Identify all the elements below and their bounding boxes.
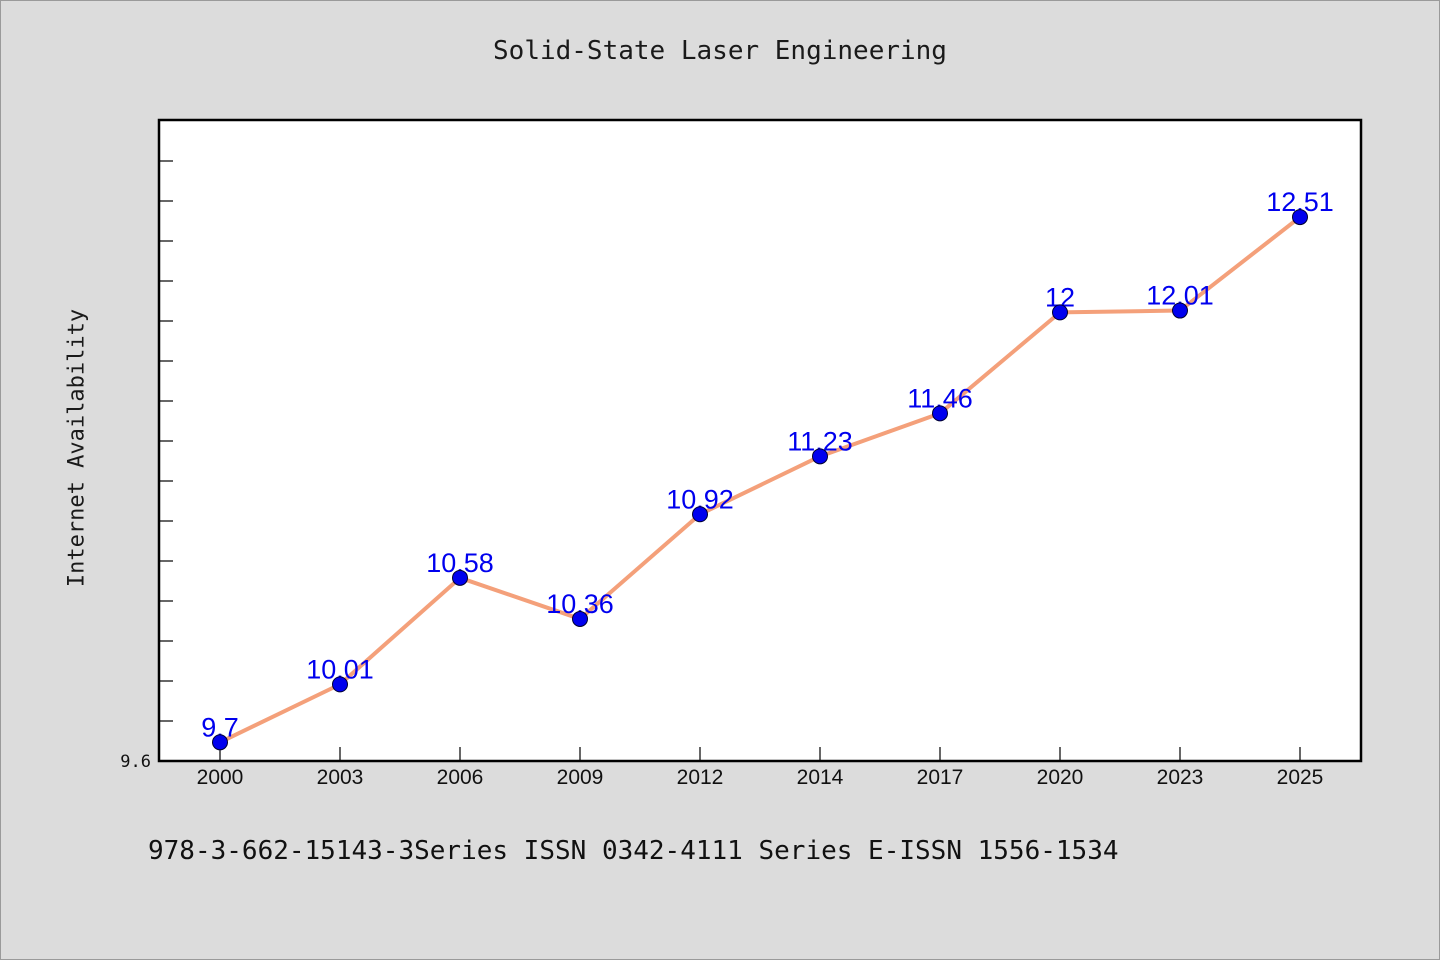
x-tick-label: 2023	[1157, 766, 1204, 789]
x-tick-label: 2014	[797, 766, 844, 789]
y-tick-label: 9.6	[120, 752, 151, 772]
x-tick-label: 2017	[917, 766, 964, 789]
data-point	[452, 569, 468, 586]
data-point	[332, 676, 348, 693]
data-point	[572, 610, 588, 627]
data-point	[212, 734, 228, 751]
footer-text: 978-3-662-15143-3Series ISSN 0342-4111 S…	[148, 836, 1119, 866]
x-tick-label: 2025	[1277, 766, 1324, 789]
data-point	[1292, 209, 1308, 226]
series-line	[219, 215, 1302, 745]
x-tick-label: 2000	[197, 766, 244, 789]
x-tick-label: 2020	[1037, 766, 1084, 789]
chart-title: Solid-State Laser Engineering	[493, 36, 947, 66]
data-point	[1052, 304, 1068, 321]
x-tick-label: 2006	[437, 766, 484, 789]
x-tick-label: 2003	[317, 766, 364, 789]
x-tick-label: 2012	[677, 766, 724, 789]
data-point	[692, 506, 708, 523]
data-point	[932, 405, 948, 422]
x-tick-label: 2009	[557, 766, 604, 789]
data-point	[812, 448, 828, 465]
plot-area	[157, 118, 1363, 763]
y-axis-ticks: 9.6	[120, 160, 173, 772]
x-axis-ticks: 2000 2003 2006 2009 2012 2014 2017 2020 2023 2025	[197, 747, 1324, 789]
data-point	[1172, 302, 1188, 319]
